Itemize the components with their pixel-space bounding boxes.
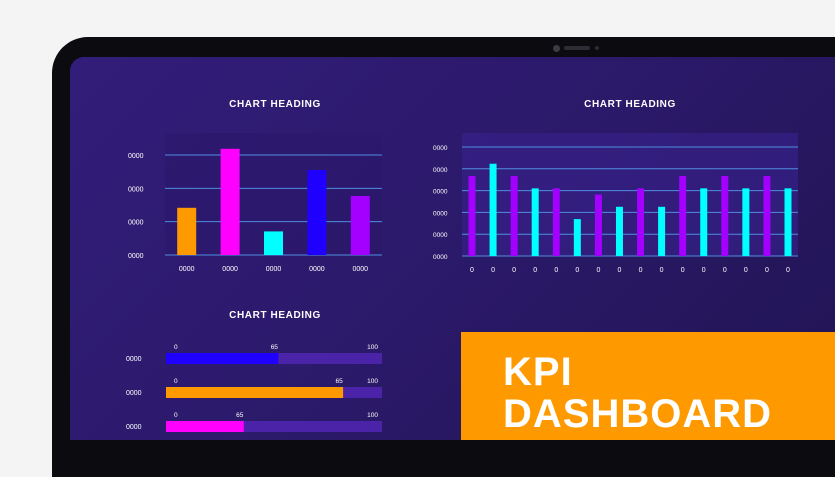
column-chart-y-tick-label: 0000 [433,167,448,174]
column-chart-bar [700,188,708,256]
column-chart-x-tick-label: 0 [533,267,537,274]
column-chart-x-tick-label: 0 [575,267,579,274]
column-chart-x-tick-label: 0 [618,267,622,274]
column-chart-y-tick-label: 0000 [433,232,448,239]
column-chart-bar [784,188,792,256]
progress-row-label: 0000 [126,390,142,397]
progress-row-label: 0000 [126,356,142,363]
bar-chart-x-tick-label: 0000 [222,266,238,273]
progress-track [166,421,382,432]
bar-chart-bar [350,196,370,255]
progress-fill [166,421,244,432]
progress-max-label: 100 [367,344,378,351]
bar-chart-y-tick-label: 0000 [128,253,144,260]
column-chart-x-tick-label: 0 [786,267,790,274]
kpi-banner: KPI DASHBOARD [461,332,835,440]
bar-chart-y-tick-label: 0000 [128,186,144,193]
column-chart-x-tick-label: 0 [744,267,748,274]
progress-fill [166,387,344,398]
bar-chart-bar [264,231,283,255]
sensor-dot [595,46,599,50]
column-chart-bar [679,176,687,256]
progress-min-label: 0 [174,412,178,419]
kpi-title-line1: KPI [503,350,573,394]
bar-chart-x-tick-label: 0000 [266,266,282,273]
column-chart-y-tick-label: 0000 [433,254,448,261]
progress-chart-heading: CHART HEADING [229,310,321,321]
bar-chart-heading: CHART HEADING [229,99,321,110]
bar-chart-x-tick-label: 0000 [309,266,325,273]
column-chart-x-tick-label: 0 [554,267,558,274]
column-chart-bar [721,176,729,256]
column-chart-bar [658,206,666,256]
progress-fill [166,353,279,364]
kpi-title-line2: DASHBOARD [503,392,772,436]
column-chart-bar [742,188,750,256]
progress-min-label: 0 [174,344,178,351]
column-chart-plot-bg [462,133,798,256]
column-chart-x-tick-label: 0 [470,267,474,274]
column-chart-bar [489,163,497,256]
column-chart-x-tick-label: 0 [596,267,600,274]
progress-max-label: 100 [367,378,378,385]
column-chart-x-tick-label: 0 [660,267,664,274]
progress-value-label: 65 [236,412,244,419]
progress-max-label: 100 [367,412,378,419]
column-chart-x-tick-label: 0 [723,267,727,274]
column-chart-y-tick-label: 0000 [433,189,448,196]
column-chart-bar [594,194,602,256]
column-chart-x-tick-label: 0 [681,267,685,274]
bar-chart: 0000 0000 0000 0000 0000 0000 0000 0000 0000 [128,133,382,273]
column-chart-y-tick-label: 0000 [433,210,448,217]
column-chart-x-tick-label: 0 [491,267,495,274]
column-chart-bar [615,206,623,256]
column-chart-x-tick-label: 0 [512,267,516,274]
column-chart-bar [637,188,645,256]
bar-chart-bar [177,207,197,255]
column-chart-x-tick-label: 0 [639,267,643,274]
bar-chart-x-tick-label: 0000 [179,266,195,273]
dashboard-screen: CHART HEADING 0000 0000 0000 0000 0000 0000 00… [70,57,835,440]
column-chart-x-tick-label: 0 [765,267,769,274]
progress-row-label: 0000 [126,424,142,431]
bar-chart-y-tick-label: 0000 [128,153,144,160]
column-chart-bar [468,176,476,256]
column-chart-bar [531,188,539,256]
column-chart-bar [510,176,518,256]
column-chart-x-tick-label: 0 [702,267,706,274]
progress-min-label: 0 [174,378,178,385]
camera-icon [553,45,560,52]
speaker-grille [564,46,590,50]
progress-value-label: 65 [271,344,279,351]
column-chart-bar [573,219,581,256]
column-chart-bar [763,176,771,256]
column-chart-y-tick-label: 0000 [433,145,448,152]
bar-chart-bar [307,170,327,255]
bar-chart-y-tick-label: 0000 [128,220,144,227]
column-chart-bar [552,188,560,256]
bar-chart-x-tick-label: 0000 [353,266,369,273]
bar-chart-bar [220,148,240,255]
column-chart-heading: CHART HEADING [584,99,676,110]
progress-value-label: 65 [336,378,344,385]
